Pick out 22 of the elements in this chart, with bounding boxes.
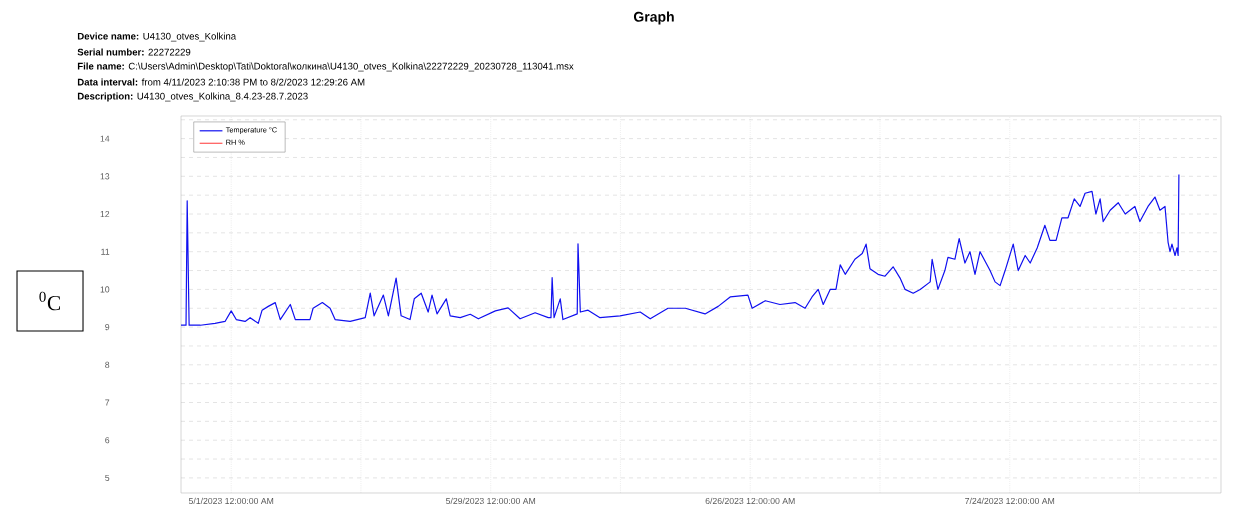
- x-tick-label: 5/29/2023 12:00:00 AM: [446, 497, 536, 505]
- y-tick-label: 9: [105, 324, 110, 331]
- line-series: [181, 173, 1180, 326]
- y-tick-label: 10: [100, 286, 110, 293]
- y-tick-label: 8: [105, 361, 110, 368]
- text: Description: U4130_otves_Kolkina_8.4.23-28.7.2023: [77, 92, 308, 102]
- y-tick-label: 14: [100, 135, 110, 142]
- y-tick-label: 6: [105, 437, 110, 444]
- x-tick-label: 5/1/2023 12:00:00 AM: [188, 497, 274, 505]
- text: Data interval: from 4/11/2023 2:10:38 PM to 8/2/2023 12:29:26 AM: [77, 78, 365, 86]
- x-tick-label: 6/26/2023 12:00:00 AM: [705, 497, 795, 505]
- y-tick-label: 7: [105, 399, 110, 406]
- text: Serial number: 22272229: [77, 48, 191, 56]
- x-tick-label: 7/24/2023 12:00:00 AM: [965, 497, 1055, 505]
- y-tick-label: 5: [105, 474, 110, 481]
- chart-title: Graph: [633, 11, 674, 25]
- y-axis-title: $^{0}$C: [39, 291, 61, 311]
- y-tick-label: 11: [101, 248, 110, 255]
- y-tick-label: 13: [100, 173, 110, 180]
- text: Device name: U4130_otves_Kolkina: [77, 32, 237, 42]
- y-tick-label: 12: [100, 210, 110, 218]
- text: File name: C:\Users\Admin\Desktop\Tati\Doktoral\колкина\U4130_otves_Kolkina\22272229_20230728_113041.msx: [77, 62, 574, 72]
